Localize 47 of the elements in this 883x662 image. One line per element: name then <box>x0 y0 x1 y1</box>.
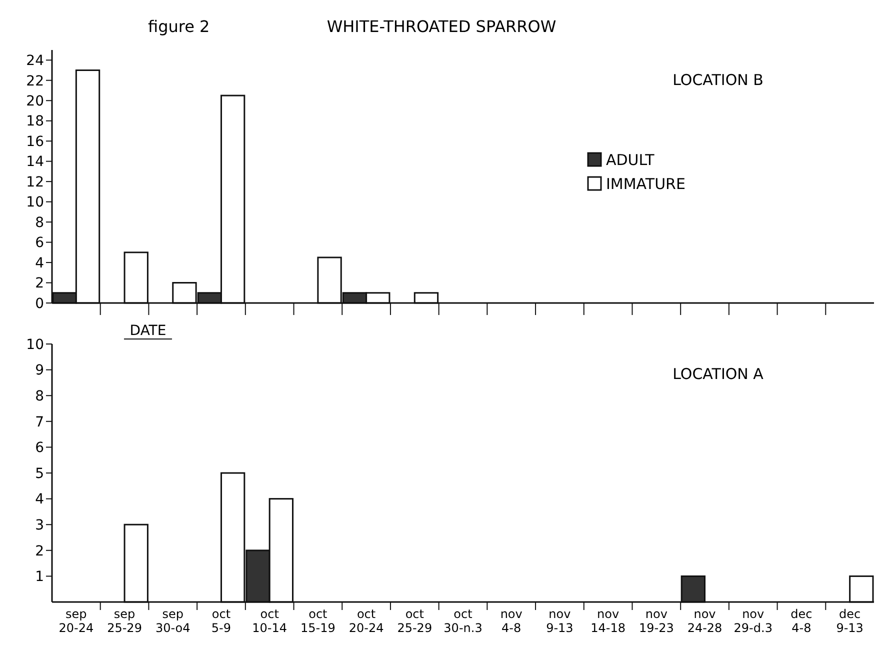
x-tick-label: dec 9-13 <box>836 607 864 635</box>
y-tick-label: 3 <box>35 518 44 534</box>
x-tick-label: oct 5-9 <box>211 607 232 635</box>
y-tick-label: 7 <box>35 414 44 430</box>
x-tick-label: nov 9-13 <box>546 607 574 635</box>
x-tick-label: nov 29-d.3 <box>734 607 772 635</box>
x-tick-label: sep 20-24 <box>58 607 94 635</box>
x-tick-label: oct 15-19 <box>300 607 336 635</box>
y-tick-label: 6 <box>35 440 44 456</box>
y-tick-label: 4 <box>35 492 44 508</box>
y-tick-label: 18 <box>26 114 44 130</box>
y-tick-label: 6 <box>35 235 44 252</box>
x-tick-label: nov 14-18 <box>590 607 626 635</box>
text: LOCATION B <box>672 71 764 89</box>
y-tick-label: 24 <box>26 53 44 70</box>
y-tick-label: 2 <box>35 543 44 560</box>
y-tick-label: 2 <box>35 276 44 292</box>
caption: figure 2 <box>148 17 210 36</box>
y-tick-label: 1 <box>35 569 44 586</box>
y-tick-label: 8 <box>35 388 44 404</box>
y-tick-label: 9 <box>35 362 44 379</box>
x-tick-label: dec 4-8 <box>790 607 812 635</box>
x-tick-label: nov 4-8 <box>500 607 522 635</box>
x-tick-label: oct 25-29 <box>397 607 432 635</box>
y-tick-label: 4 <box>35 255 44 272</box>
y-tick-label: 22 <box>26 73 44 90</box>
legend-label: ADULT <box>606 151 656 169</box>
x-tick-label: sep 25-29 <box>107 607 142 635</box>
x-tick-label: oct 10-14 <box>252 607 288 635</box>
y-tick-label: 12 <box>26 174 44 190</box>
y-tick-label: 14 <box>26 154 44 170</box>
y-tick-label: 5 <box>35 466 44 482</box>
x-tick-label: oct 20-24 <box>348 607 384 635</box>
x-tick-label: oct 30-n.3 <box>444 607 482 635</box>
x-tick-label: nov 19-23 <box>638 607 674 635</box>
legend-label: IMMATURE <box>606 175 686 193</box>
x-axis-title: DATE <box>130 323 166 339</box>
x-tick-label: nov 24-28 <box>687 607 722 635</box>
y-tick-label: 10 <box>26 336 44 353</box>
y-tick-label: 0 <box>35 296 44 312</box>
chart-title: WHITE-THROATED SPARROW <box>326 17 556 36</box>
y-tick-label: 8 <box>35 214 44 231</box>
y-tick-label: 16 <box>26 134 44 150</box>
x-tick-label: sep 30-o4 <box>155 607 190 635</box>
y-tick-label: 10 <box>26 194 44 211</box>
text: LOCATION A <box>672 365 764 383</box>
y-tick-label: 20 <box>26 94 44 110</box>
